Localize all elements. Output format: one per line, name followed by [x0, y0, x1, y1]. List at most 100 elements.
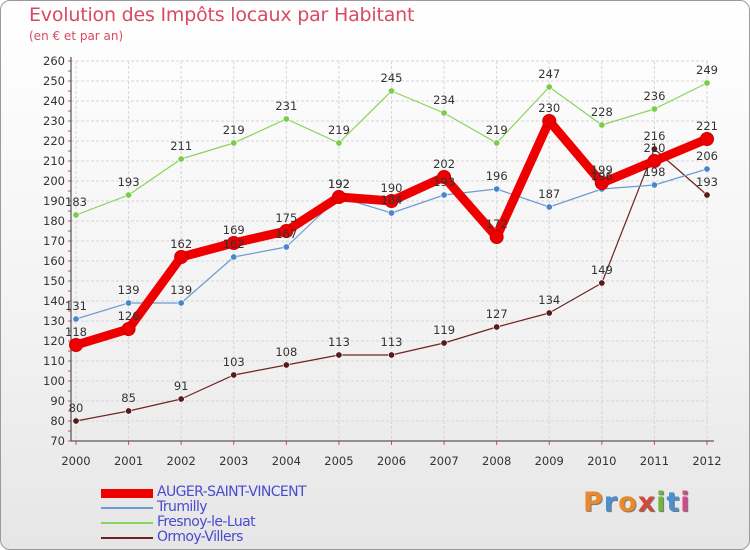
x-tick-label: 2008: [482, 454, 511, 468]
data-label: 162: [170, 237, 192, 251]
logo-letter: x: [637, 487, 657, 518]
data-point: [703, 79, 711, 87]
x-tick-label: 2009: [535, 454, 564, 468]
data-point: [598, 121, 606, 129]
data-point: [545, 203, 553, 211]
data-label: 134: [538, 293, 560, 307]
y-tick-label: 100: [43, 374, 65, 388]
data-label: 198: [643, 165, 665, 179]
data-label: 216: [643, 129, 665, 143]
data-point: [545, 83, 553, 91]
data-point: [489, 230, 504, 244]
logo-letter: i: [656, 487, 667, 518]
data-point: [125, 299, 133, 307]
data-label: 247: [538, 67, 560, 81]
data-label: 206: [696, 149, 718, 163]
data-point: [72, 417, 80, 425]
legend-label: Trumilly: [157, 499, 208, 515]
data-point: [542, 114, 557, 128]
data-point: [69, 338, 83, 352]
data-label: 236: [643, 89, 665, 103]
data-label: 126: [118, 309, 140, 323]
logo-letter: t: [666, 487, 681, 518]
data-point: [493, 323, 501, 331]
data-label: 91: [174, 379, 189, 393]
data-label: 192: [328, 177, 350, 191]
logo-letter: i: [680, 487, 691, 518]
x-tick-label: 2006: [377, 454, 406, 468]
data-point: [335, 139, 343, 147]
y-tick-label: 220: [43, 134, 65, 148]
data-point: [282, 243, 290, 251]
y-tick-label: 110: [43, 354, 65, 368]
data-label: 139: [118, 283, 140, 297]
data-point: [440, 339, 448, 347]
data-label: 193: [118, 175, 140, 189]
data-label: 172: [486, 217, 508, 231]
data-label: 162: [223, 237, 245, 251]
data-point: [72, 211, 80, 219]
data-point: [440, 109, 448, 117]
data-point: [440, 191, 448, 199]
data-label: 234: [433, 93, 455, 107]
data-label: 119: [433, 323, 455, 337]
legend-swatch: [101, 537, 153, 539]
x-tick-label: 2010: [587, 454, 616, 468]
x-tick-label: 2005: [324, 454, 353, 468]
data-label: 228: [591, 105, 613, 119]
y-tick-label: 250: [43, 74, 65, 88]
data-label: 193: [433, 175, 455, 189]
data-label: 113: [381, 335, 403, 349]
data-point: [177, 395, 185, 403]
data-point: [177, 299, 185, 307]
logo-letter: r: [603, 487, 619, 518]
data-point: [703, 191, 711, 199]
data-label: 219: [486, 123, 508, 137]
data-label: 139: [170, 283, 192, 297]
y-tick-label: 80: [50, 414, 65, 428]
data-point: [279, 224, 294, 238]
data-point: [335, 351, 343, 359]
data-point: [282, 361, 290, 369]
chart-subtitle: (en € et par an): [29, 29, 124, 43]
data-point: [125, 407, 133, 415]
y-tick-label: 160: [43, 254, 65, 268]
data-label: 192: [328, 177, 350, 191]
data-point: [545, 309, 553, 317]
data-point: [230, 139, 238, 147]
data-point: [174, 250, 189, 264]
y-tick-label: 150: [43, 274, 65, 288]
data-label: 187: [538, 187, 560, 201]
data-label: 184: [381, 193, 403, 207]
data-label: 108: [275, 345, 297, 359]
chart-title: Evolution des Impôts locaux par Habitant: [29, 4, 415, 26]
data-label: 210: [643, 141, 665, 155]
data-label: 249: [696, 63, 718, 77]
y-tick-label: 70: [50, 434, 65, 448]
data-label: 85: [121, 391, 136, 405]
data-point: [282, 115, 290, 123]
data-label: 230: [538, 101, 560, 115]
data-label: 245: [381, 71, 403, 85]
data-point: [384, 194, 399, 208]
data-label: 199: [591, 163, 613, 177]
data-label: 149: [591, 263, 613, 277]
legend-label: Ormoy-Villers: [157, 529, 243, 545]
x-tick-label: 2002: [167, 454, 196, 468]
data-label: 183: [65, 195, 87, 209]
data-point: [647, 154, 662, 168]
x-tick-label: 2001: [114, 454, 143, 468]
data-label: 190: [381, 181, 403, 195]
data-point: [493, 139, 501, 147]
logo-letter: P: [583, 487, 604, 518]
data-point: [493, 185, 501, 193]
logo-letter: o: [618, 487, 638, 518]
x-tick-label: 2003: [219, 454, 248, 468]
data-point: [72, 315, 80, 323]
data-point: [387, 87, 395, 95]
data-point: [125, 191, 133, 199]
data-point: [594, 176, 609, 190]
y-tick-label: 140: [43, 294, 65, 308]
data-point: [650, 105, 658, 113]
